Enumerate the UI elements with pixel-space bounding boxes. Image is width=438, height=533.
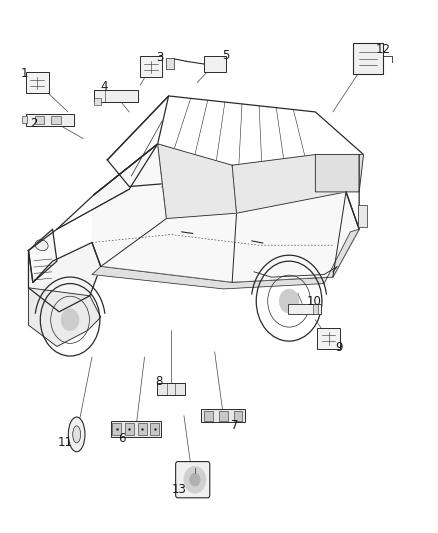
Text: 6: 6: [118, 432, 126, 445]
Polygon shape: [28, 229, 57, 282]
FancyBboxPatch shape: [317, 328, 340, 349]
FancyBboxPatch shape: [138, 423, 147, 435]
FancyBboxPatch shape: [358, 205, 367, 227]
FancyBboxPatch shape: [35, 116, 44, 124]
Text: 10: 10: [307, 295, 322, 308]
Polygon shape: [28, 243, 101, 312]
Circle shape: [61, 309, 79, 330]
FancyBboxPatch shape: [176, 462, 210, 498]
Ellipse shape: [35, 240, 48, 251]
Circle shape: [184, 466, 206, 493]
Text: 4: 4: [100, 80, 108, 93]
FancyBboxPatch shape: [113, 423, 121, 435]
Polygon shape: [232, 155, 346, 213]
Text: 3: 3: [156, 51, 163, 63]
Ellipse shape: [68, 417, 85, 452]
FancyBboxPatch shape: [201, 409, 245, 422]
FancyBboxPatch shape: [51, 116, 60, 124]
FancyBboxPatch shape: [313, 304, 318, 314]
Ellipse shape: [73, 426, 81, 443]
Circle shape: [279, 289, 299, 313]
FancyBboxPatch shape: [94, 98, 101, 106]
Text: 13: 13: [171, 483, 186, 496]
Text: 8: 8: [155, 375, 162, 387]
Circle shape: [190, 473, 200, 486]
FancyBboxPatch shape: [157, 383, 185, 395]
FancyBboxPatch shape: [140, 56, 162, 77]
FancyBboxPatch shape: [110, 421, 161, 437]
Polygon shape: [28, 288, 101, 346]
Polygon shape: [315, 155, 364, 192]
Text: 2: 2: [30, 117, 38, 130]
FancyBboxPatch shape: [26, 114, 74, 126]
FancyBboxPatch shape: [94, 90, 138, 102]
FancyBboxPatch shape: [353, 43, 383, 74]
Text: 7: 7: [230, 419, 238, 432]
FancyBboxPatch shape: [166, 58, 174, 69]
FancyBboxPatch shape: [26, 72, 49, 93]
FancyBboxPatch shape: [22, 116, 27, 124]
FancyBboxPatch shape: [219, 410, 228, 421]
FancyBboxPatch shape: [233, 410, 242, 421]
FancyBboxPatch shape: [204, 56, 226, 72]
Text: 11: 11: [57, 436, 72, 449]
Polygon shape: [158, 144, 237, 219]
Polygon shape: [92, 144, 359, 282]
FancyBboxPatch shape: [288, 304, 321, 314]
FancyBboxPatch shape: [125, 423, 134, 435]
Text: 9: 9: [336, 341, 343, 354]
Text: 5: 5: [222, 50, 229, 62]
Text: 12: 12: [376, 43, 391, 56]
Text: 1: 1: [20, 67, 28, 80]
Polygon shape: [92, 229, 359, 289]
FancyBboxPatch shape: [150, 423, 159, 435]
FancyBboxPatch shape: [205, 410, 213, 421]
